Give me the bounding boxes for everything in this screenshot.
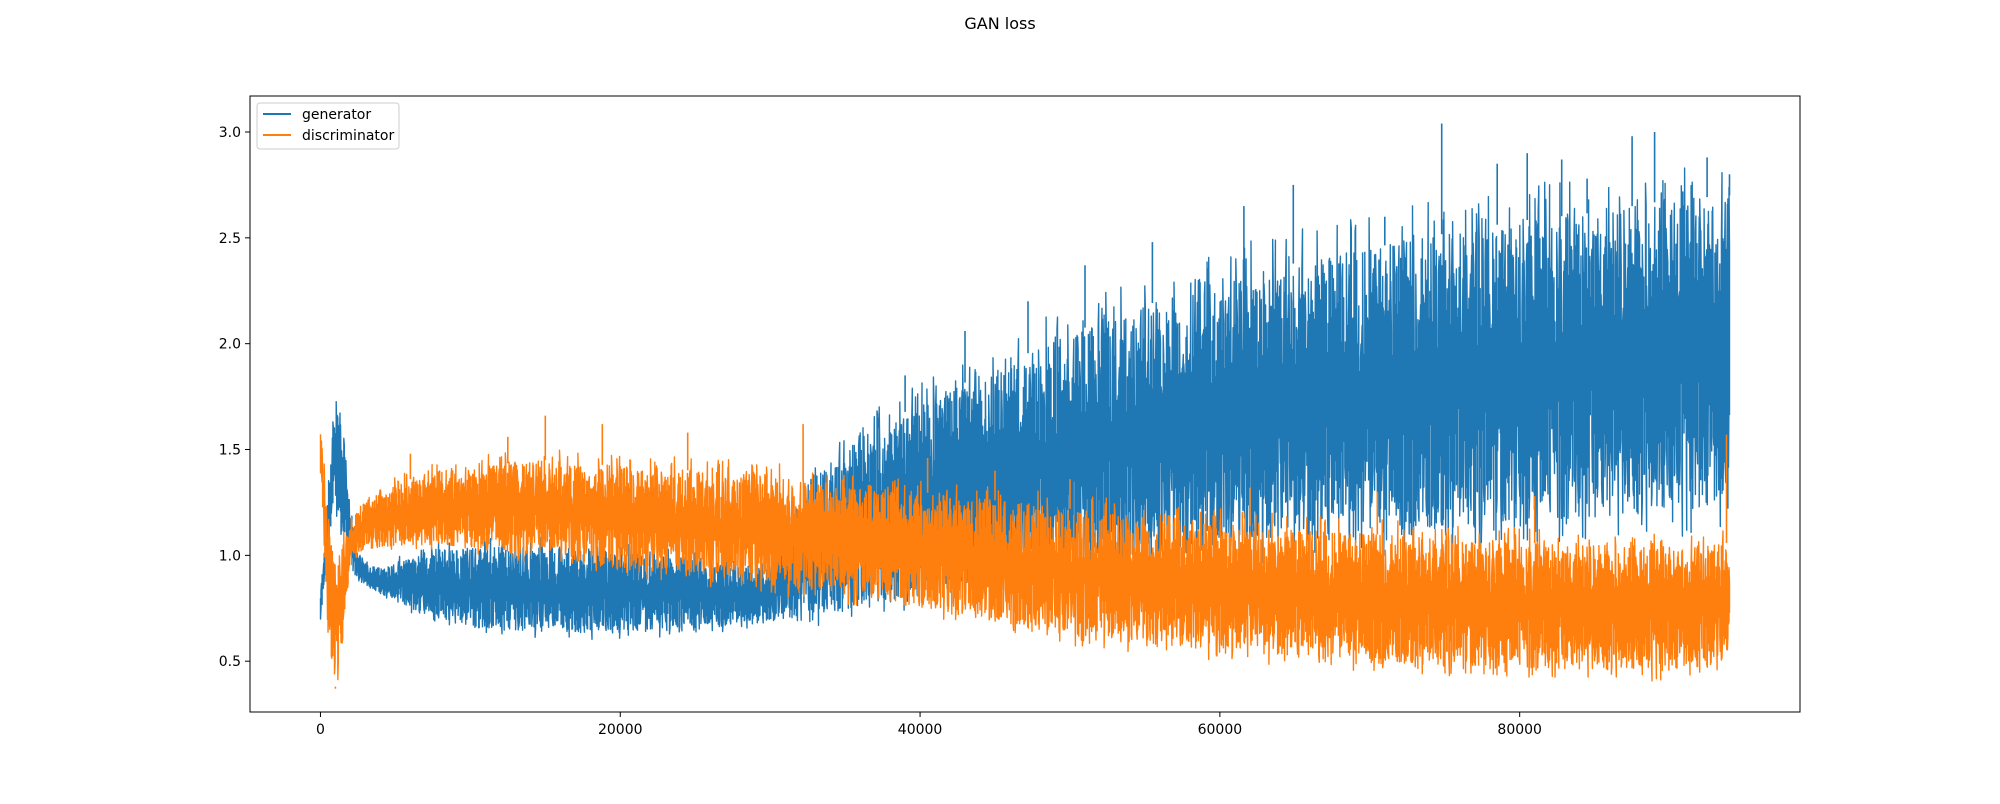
plot-frame	[249, 95, 1801, 713]
x-tick-label: 20000	[598, 722, 643, 738]
y-tick-label: 1.0	[219, 548, 241, 564]
series-line-generator	[319, 167, 1731, 640]
y-tick-label: 2.5	[219, 231, 241, 247]
legend-label-discriminator: discriminator	[302, 128, 394, 144]
legend-label-generator: generator	[302, 107, 371, 123]
y-tick-label: 0.5	[219, 654, 241, 670]
y-tick-label: 1.5	[219, 443, 241, 459]
series-line-discriminator	[319, 434, 1731, 682]
y-tick-label: 3.0	[219, 125, 241, 141]
x-tick-label: 0	[316, 722, 325, 738]
x-tick-label: 60000	[1198, 722, 1243, 738]
legend: generator discriminator	[256, 102, 400, 150]
x-tick-label: 40000	[898, 722, 943, 738]
y-axis: 0.5 1.0 1.5 2.0 2.5 3.0	[219, 125, 250, 670]
chart-title: GAN loss	[964, 14, 1035, 33]
x-axis: 0 20000 40000 60000 80000	[316, 712, 1542, 738]
y-tick-label: 2.0	[219, 337, 241, 353]
legend-box	[256, 102, 400, 150]
x-tick-label: 80000	[1497, 722, 1542, 738]
plot-area	[249, 95, 1801, 713]
